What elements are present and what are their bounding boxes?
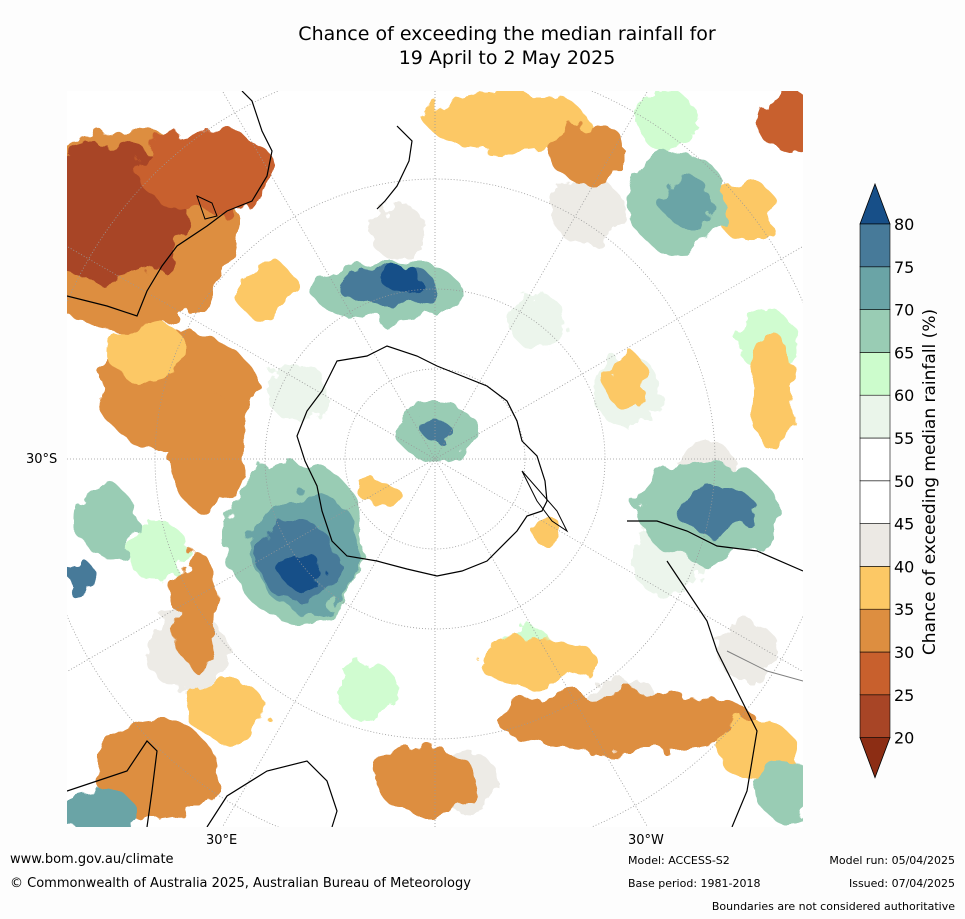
wet-anomaly-layer [67, 151, 803, 827]
footer-model: Model: ACCESS-S2 [628, 854, 730, 867]
africa-coastline [67, 740, 158, 827]
footer-base-period: Base period: 1981-2018 [628, 877, 761, 890]
colorbar-band-55-60 [859, 394, 891, 439]
footer-website[interactable]: www.bom.gov.au/climate [10, 852, 174, 867]
colorbar-tick-75: 75 [894, 258, 914, 277]
graticule [67, 91, 803, 827]
colorbar-extend-low [859, 737, 891, 779]
colorbar: 20 25 30 35 40 45 50 55 60 65 70 75 80 [858, 182, 965, 782]
latitude-label-30s: 30°S [26, 452, 58, 467]
south-america-north-coast [627, 520, 803, 572]
colorbar-band-30-35 [859, 608, 891, 653]
colorbar-tick-35: 35 [894, 600, 914, 619]
antarctica-outline [296, 345, 548, 577]
colorbar-tick-65: 65 [894, 343, 914, 362]
colorbar-band-35-40 [859, 566, 891, 610]
longitude-label-30w: 30°W [628, 833, 664, 848]
colorbar-tick-60: 60 [894, 386, 914, 405]
colorbar-tick-20: 20 [894, 729, 914, 748]
south-america-east-coast [666, 560, 758, 827]
footer-copyright: © Commonwealth of Australia 2025, Austra… [10, 876, 471, 891]
colorbar-band-75-80 [859, 223, 891, 268]
colorbar-tick-40: 40 [894, 557, 914, 576]
longitude-label-30e: 30°E [206, 833, 238, 848]
title-line-2: 19 April to 2 May 2025 [398, 47, 616, 69]
new-zealand-outline [376, 125, 413, 210]
colorbar-band-70-75 [859, 266, 891, 310]
colorbar-band-60-65 [859, 352, 891, 396]
colorbar-tick-55: 55 [894, 429, 914, 448]
antarctic-peninsula [521, 470, 569, 533]
colorbar-tick-45: 45 [894, 515, 914, 534]
australia-coastline [67, 91, 273, 317]
dry-anomaly-layer [67, 91, 803, 821]
colorbar-band-65-70 [859, 309, 891, 353]
colorbar-band-50-55 [859, 437, 891, 482]
colorbar-tick-70: 70 [894, 301, 914, 320]
colorbar-band-40-45 [859, 523, 891, 567]
footer-issued: Issued: 07/04/2025 [848, 877, 955, 890]
tasmania-outline [196, 195, 218, 220]
map-svg [67, 91, 803, 827]
colorbar-tick-80: 80 [894, 215, 914, 234]
colorbar-band-25-30 [859, 651, 891, 696]
colorbar-label: Chance of exceeding median rainfall (%) [920, 308, 940, 656]
colorbar-tick-30: 30 [894, 643, 914, 662]
colorbar-svg: 20 25 30 35 40 45 50 55 60 65 70 75 80 [859, 182, 914, 779]
title-line-1: Chance of exceeding the median rainfall … [298, 23, 716, 45]
colorbar-band-45-50 [859, 480, 891, 524]
footer-model-run: Model run: 05/04/2025 [829, 854, 955, 867]
rainfall-map [67, 91, 803, 827]
footer-boundaries-note: Boundaries are not considered authoritat… [711, 900, 955, 913]
chart-title: Chance of exceeding the median rainfall … [0, 22, 965, 70]
colorbar-extend-high [859, 182, 891, 225]
colorbar-tick-25: 25 [894, 686, 914, 705]
colorbar-tick-50: 50 [894, 472, 914, 491]
madagascar-region-coastline [206, 760, 338, 827]
colorbar-band-20-25 [859, 694, 891, 738]
country-boundary [726, 650, 803, 682]
